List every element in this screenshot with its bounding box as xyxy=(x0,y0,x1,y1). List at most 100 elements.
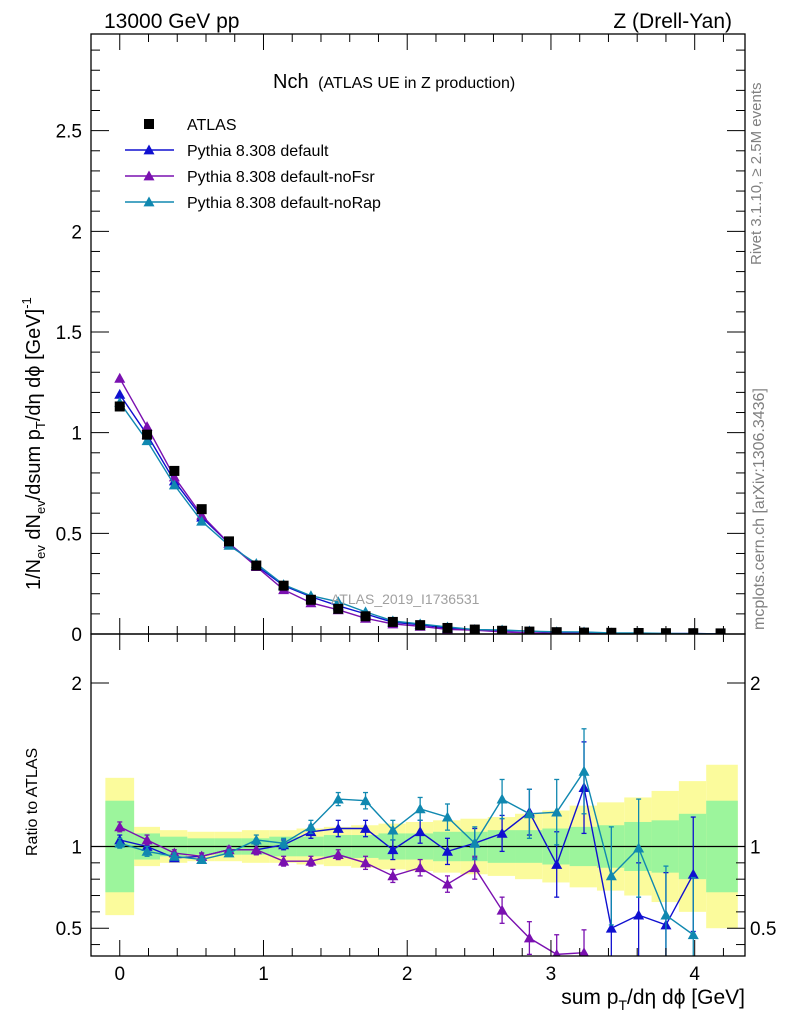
data-point xyxy=(169,465,180,476)
data-point xyxy=(579,627,590,634)
ratio-marker-2 xyxy=(633,842,645,853)
ratio-line-2 xyxy=(119,769,694,936)
rivet-version-label: Rivet 3.1.10, ≥ 2.5M events xyxy=(748,83,765,266)
series-marker-1 xyxy=(141,421,153,432)
y-tick-label-main: 1.5 xyxy=(56,323,82,344)
ratio-marker-1 xyxy=(278,855,290,866)
data-point xyxy=(278,580,289,591)
ratio-marker-2 xyxy=(114,837,126,848)
ratio-marker-2 xyxy=(223,847,235,858)
ratio-marker-1 xyxy=(387,870,399,881)
y-tick-label-ratio-right: 2 xyxy=(750,674,761,695)
ratio-marker-2 xyxy=(332,793,344,804)
data-point xyxy=(142,429,153,440)
plot-title: Nch (ATLAS UE in Z production) xyxy=(273,71,515,93)
series-marker-2 xyxy=(332,596,344,607)
ratio-marker-2 xyxy=(414,803,426,814)
analysis-label: ATLAS_2019_I1736531 xyxy=(331,591,480,607)
data-point xyxy=(633,627,644,634)
data-point xyxy=(497,625,508,634)
ratio-marker-1 xyxy=(114,821,126,832)
ratio-marker-1 xyxy=(523,932,535,943)
data-point xyxy=(114,401,125,412)
x-tick-label: 4 xyxy=(689,964,700,985)
ratio-marker-0 xyxy=(441,845,453,856)
data-point xyxy=(524,626,535,634)
ratio-marker-2 xyxy=(168,850,180,861)
ratio-marker-1 xyxy=(250,844,262,855)
ratio-marker-0 xyxy=(496,827,508,838)
data-point xyxy=(415,620,426,631)
ratio-marker-0 xyxy=(605,922,617,933)
legend-label-1: Pythia 8.308 default-noFsr xyxy=(187,169,375,186)
data-point xyxy=(251,560,262,571)
y-tick-label-main: 2.5 xyxy=(56,122,82,143)
data-point xyxy=(715,628,726,634)
legend-marker-data xyxy=(144,119,154,129)
plot-title-sub: (ATLAS UE in Z production) xyxy=(318,75,515,92)
x-tick-label: 1 xyxy=(258,964,269,985)
data-point xyxy=(360,611,371,622)
ratio-marker-1 xyxy=(332,849,344,860)
data-point xyxy=(442,622,453,633)
series-marker-1 xyxy=(114,372,126,383)
legend-label-2: Pythia 8.308 default-noRap xyxy=(187,195,381,212)
ratio-marker-1 xyxy=(496,904,508,915)
ratio-marker-1 xyxy=(360,857,372,868)
x-tick-label: 0 xyxy=(114,964,125,985)
y-tick-label-ratio-right: 1 xyxy=(750,837,761,858)
y-tick-label-main: 1 xyxy=(71,424,82,445)
mcplots-label: mcplots.cern.ch [arXiv:1306.3436] xyxy=(751,388,768,630)
ratio-marker-2 xyxy=(360,795,372,806)
series-marker-2 xyxy=(168,479,180,490)
ratio-marker-1 xyxy=(414,862,426,873)
ratio-marker-2 xyxy=(469,837,481,848)
header-right-label: Z (Drell-Yan) xyxy=(613,10,732,33)
data-point xyxy=(469,624,480,634)
ratio-line-1 xyxy=(119,826,585,956)
series-marker-2 xyxy=(196,515,208,526)
ratio-marker-2 xyxy=(278,837,290,848)
data-point xyxy=(606,627,617,634)
data-point xyxy=(305,594,316,605)
y-tick-label-main: 0.5 xyxy=(56,524,82,545)
ratio-marker-1 xyxy=(305,855,317,866)
data-point xyxy=(551,627,562,634)
data-point xyxy=(688,628,699,634)
ratio-marker-2 xyxy=(305,821,317,832)
y-axis-label-ratio: Ratio to ATLAS xyxy=(24,748,41,856)
ratio-marker-2 xyxy=(496,793,508,804)
ratio-marker-2 xyxy=(250,834,262,845)
header-left-label: 13000 GeV pp xyxy=(104,10,239,33)
series-marker-2 xyxy=(141,435,153,446)
x-axis-label: sum pT/dη dϕ [GeV] xyxy=(561,986,745,1013)
x-tick-label: 3 xyxy=(546,964,557,985)
ratio-marker-2 xyxy=(551,806,563,817)
ratio-marker-2 xyxy=(578,765,590,776)
y-tick-label-ratio-left: 0.5 xyxy=(56,919,82,940)
ratio-marker-1 xyxy=(441,878,453,889)
ratio-marker-2 xyxy=(441,811,453,822)
y-tick-label-main: 0 xyxy=(71,625,82,646)
legend-marker-1 xyxy=(143,170,155,181)
y-tick-label-ratio-left: 2 xyxy=(71,674,82,695)
ratio-marker-2 xyxy=(605,870,617,881)
ratio-marker-2 xyxy=(523,808,535,819)
ratio-panel-frame xyxy=(90,633,746,957)
ratio-marker-0 xyxy=(414,826,426,837)
ratio-marker-1 xyxy=(552,948,561,956)
y-tick-label-ratio-left: 1 xyxy=(71,837,82,858)
x-tick-label: 2 xyxy=(402,964,413,985)
y-axis-label-main: 1/Nev dNev/dsum pT/dη dϕ [GeV]-1 xyxy=(19,297,48,590)
ratio-marker-2 xyxy=(141,845,153,856)
ratio-marker-0 xyxy=(551,858,563,869)
ratio-marker-0 xyxy=(387,844,399,855)
ratio-marker-1 xyxy=(469,862,481,873)
data-point xyxy=(333,603,344,614)
ratio-marker-0 xyxy=(360,823,372,833)
ratio-marker-2 xyxy=(687,929,699,940)
legend-label-0: Pythia 8.308 default xyxy=(187,143,329,160)
ratio-marker-2 xyxy=(196,854,208,864)
series-marker-0 xyxy=(114,388,126,399)
